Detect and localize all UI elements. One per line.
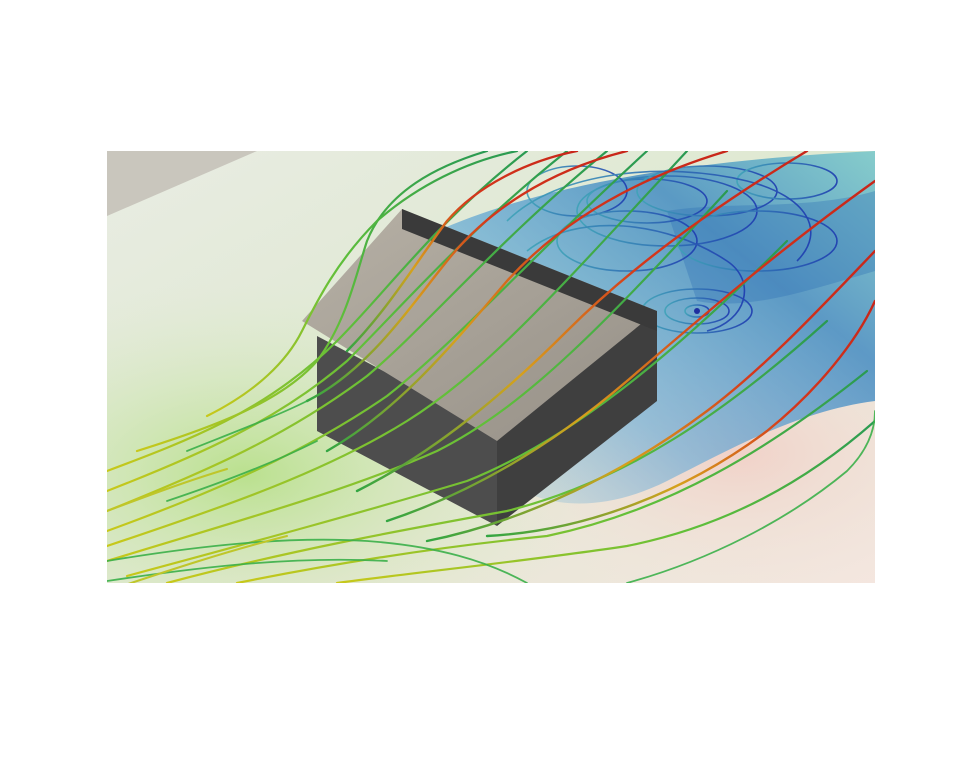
flow-render-canvas bbox=[107, 151, 875, 583]
building-side-wall bbox=[497, 311, 657, 526]
cfd-flow-visualization bbox=[107, 151, 875, 583]
building-front-wall bbox=[317, 336, 497, 526]
streamlines bbox=[107, 151, 875, 583]
building-roof bbox=[302, 209, 657, 441]
far-wall-shade bbox=[107, 151, 257, 216]
